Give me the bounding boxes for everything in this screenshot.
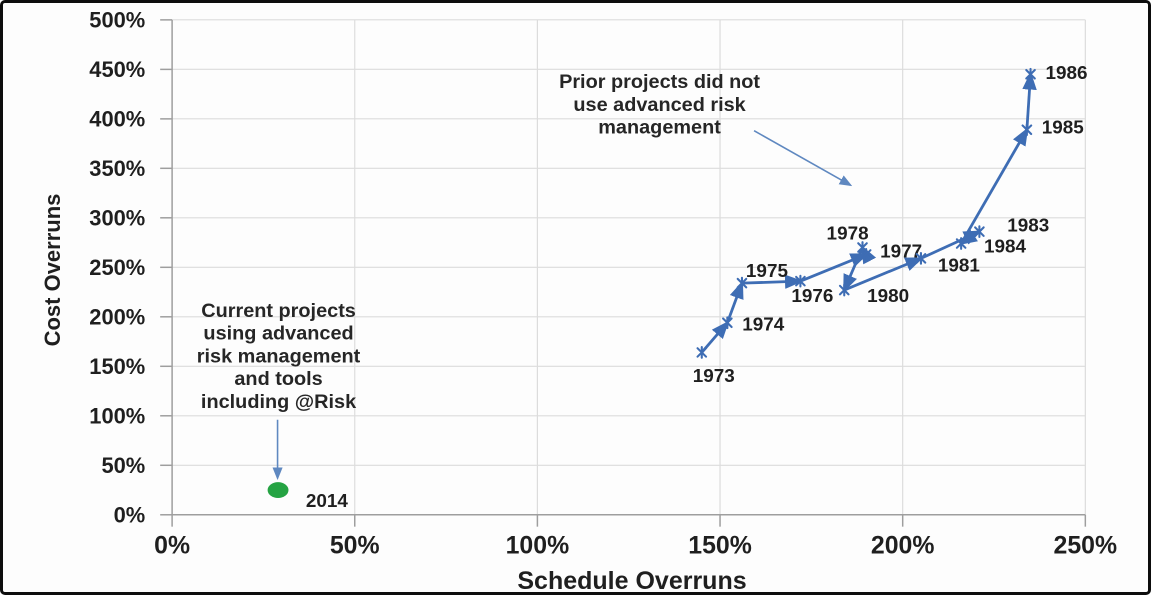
data-point-marker-1974 [722, 316, 733, 330]
point-label-1977: 1977 [880, 240, 922, 261]
plot-area: 0% 50% 100% 150% 200% 250% 300% 350% 400% 450% 500… [89, 8, 1118, 560]
point-label-1980: 1980 [867, 285, 909, 306]
annotation-text-prior-note: Prior projects did not [559, 71, 760, 93]
point-label-1978: 1978 [827, 223, 869, 244]
x-tick-label: 50% [330, 532, 380, 559]
point-label-1981: 1981 [938, 254, 980, 275]
point-label-1976: 1976 [791, 285, 833, 306]
point-label-2014: 2014 [306, 490, 349, 511]
x-tick-label: 150% [688, 532, 752, 559]
data-point-marker-1985 [1021, 123, 1033, 137]
point-label-1985: 1985 [1042, 117, 1084, 138]
data-point-marker-1983 [974, 225, 985, 239]
data-point-marker-1981 [915, 252, 927, 265]
y-tick-label: 300% [89, 206, 145, 231]
series-line-segment [726, 280, 744, 324]
data-point-marker-1986 [1025, 67, 1036, 81]
series-line-segment [799, 253, 869, 283]
point-label-1973: 1973 [693, 365, 735, 386]
series-line-segment [842, 246, 864, 293]
point-label-1983: 1983 [1007, 215, 1049, 236]
y-tick-label: 0% [114, 503, 146, 528]
point-label-1986: 1986 [1045, 62, 1087, 83]
x-tick-label: 250% [1054, 532, 1118, 559]
data-point-marker-1980 [838, 283, 850, 297]
y-tick-label: 400% [89, 107, 145, 132]
annotation-text-current-note: risk management [197, 345, 361, 367]
y-tick-label: 50% [101, 453, 145, 478]
y-tick-label: 100% [89, 404, 145, 429]
y-tick-label: 250% [89, 255, 145, 280]
data-point-marker-1975 [736, 276, 748, 290]
y-tick-label: 350% [89, 156, 145, 181]
series-line-segment [741, 274, 804, 289]
annotation-text-current-note: Current projects [201, 300, 356, 322]
x-tick-label: 200% [871, 532, 935, 559]
point-label-1974: 1974 [742, 314, 785, 335]
y-tick-label: 200% [89, 305, 145, 330]
y-tick-label: 450% [89, 57, 145, 82]
annotation-arrow-prior-note [753, 130, 853, 187]
data-point-marker-1978 [857, 241, 868, 254]
annotation-text-current-note: including @Risk [201, 391, 357, 413]
data-point-marker-1984 [955, 237, 967, 250]
y-tick-label: 500% [89, 8, 145, 33]
y-axis-title: Cost Overruns [40, 193, 65, 347]
annotation-text-prior-note: use advanced risk [573, 94, 746, 116]
series-line-segment [843, 257, 924, 292]
data-point-marker-1973 [696, 346, 708, 359]
annotation-text-current-note: using advanced [203, 323, 353, 345]
data-point-marker-1976 [795, 274, 806, 288]
data-point-marker-2014 [267, 482, 289, 498]
series-line-segment [1022, 71, 1037, 130]
series-line-segment [959, 127, 1029, 245]
annotation-text-current-note: and tools [234, 368, 322, 390]
x-tick-label: 0% [154, 532, 190, 559]
annotation-text-prior-note: management [598, 117, 721, 139]
point-label-1984: 1984 [984, 236, 1027, 257]
y-tick-label: 150% [89, 354, 145, 379]
x-axis-title: Schedule Overruns [517, 567, 747, 595]
x-tick-label: 100% [506, 532, 570, 559]
point-label-1975: 1975 [746, 260, 788, 281]
